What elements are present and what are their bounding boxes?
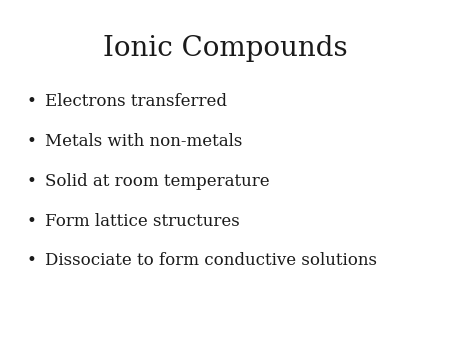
Text: Dissociate to form conductive solutions: Dissociate to form conductive solutions <box>45 252 377 269</box>
Text: Form lattice structures: Form lattice structures <box>45 213 240 230</box>
Text: •: • <box>27 252 36 269</box>
Text: Electrons transferred: Electrons transferred <box>45 93 227 110</box>
Text: •: • <box>27 93 36 110</box>
Text: Ionic Compounds: Ionic Compounds <box>103 35 347 63</box>
Text: Metals with non-metals: Metals with non-metals <box>45 133 243 150</box>
Text: Solid at room temperature: Solid at room temperature <box>45 173 270 190</box>
Text: •: • <box>27 133 36 150</box>
Text: •: • <box>27 173 36 190</box>
Text: •: • <box>27 213 36 230</box>
